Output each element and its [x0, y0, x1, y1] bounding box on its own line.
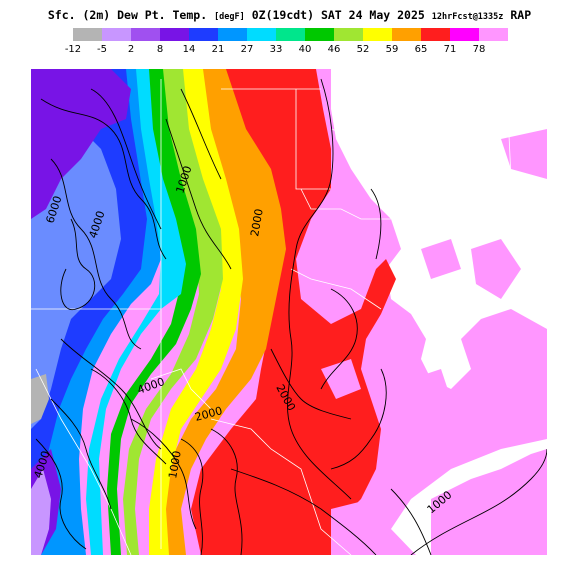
legend-swatch: [247, 28, 276, 41]
legend-tick-label: 40: [298, 44, 312, 55]
lightpurple-region: [31, 469, 51, 555]
cornflower-region: [31, 119, 121, 429]
orange-region: [161, 69, 286, 555]
pink-patch: [471, 239, 521, 299]
legend-tick-label: 71: [443, 44, 457, 55]
legend-swatch: [218, 28, 247, 41]
legend-swatch: [160, 28, 189, 41]
purple-region: [31, 69, 131, 219]
pink-patch: [411, 369, 451, 409]
legend-tick-label: 46: [327, 44, 341, 55]
legend-swatch: [73, 28, 102, 41]
legend-tick-label: 65: [414, 44, 428, 55]
legend-swatch: [450, 28, 479, 41]
contour-label: 1000: [166, 450, 184, 480]
pink-patch: [501, 129, 547, 179]
color-scale-ticks: -12 -5 2 8 14 21 27 33 40 46 52 59 65 71 78: [58, 44, 528, 58]
color-scale-legend: [73, 28, 508, 42]
legend-tick-label: 8: [156, 44, 164, 55]
yellow-region: [149, 69, 243, 555]
legend-tick-label: 33: [269, 44, 283, 55]
legend-swatch: [334, 28, 363, 41]
legend-swatch: [102, 28, 131, 41]
terrain-contours: [35, 78, 547, 555]
map-title: Sfc. (2m) Dew Pt. Temp. [degF] 0Z(19cdt)…: [47, 8, 532, 22]
legend-swatch: [131, 28, 160, 41]
lightgreen-region: [123, 69, 223, 555]
red-region: [191, 69, 396, 555]
legend-tick-label: 59: [385, 44, 399, 55]
legend-swatch: [305, 28, 334, 41]
dewpoint-map: 6000 4000 1000 2000 2000 4000 2000 1000 …: [31, 69, 547, 555]
legend-swatch: [479, 28, 508, 41]
pink-patch: [321, 359, 361, 399]
map-canvas: 6000 4000 1000 2000 2000 4000 2000 1000 …: [31, 69, 547, 555]
legend-tick-label: 21: [211, 44, 225, 55]
legend-tick-label: 52: [356, 44, 370, 55]
legend-swatch: [276, 28, 305, 41]
state-borders: [31, 69, 512, 555]
legend-tick-label: 2: [127, 44, 135, 55]
green-region: [107, 69, 201, 555]
legend-tick-label: -5: [97, 44, 107, 55]
legend-swatch: [421, 28, 450, 41]
legend-tick-label: -12: [64, 44, 82, 55]
legend-swatch: [392, 28, 421, 41]
legend-swatch: [363, 28, 392, 41]
pink-patch: [421, 239, 461, 279]
white-region: [331, 69, 547, 555]
pink-patch: [331, 499, 376, 555]
legend-tick-label: 14: [182, 44, 196, 55]
pink-patch: [431, 449, 547, 555]
legend-tick-label: 27: [240, 44, 254, 55]
contour-label: 2000: [248, 208, 266, 238]
legend-tick-label: 78: [472, 44, 486, 55]
legend-swatch: [189, 28, 218, 41]
